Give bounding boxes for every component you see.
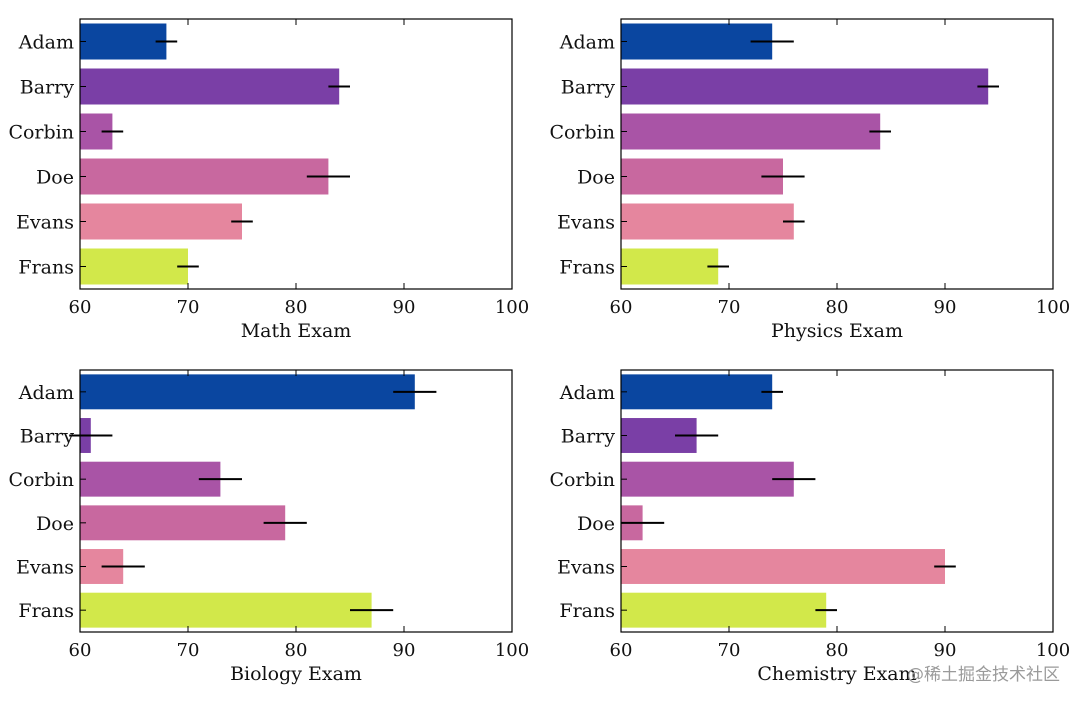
- chart-panel-2: Adam Barry Corbin Doe Evans Frans 60 70 80 90 100 P…: [549, 18, 1070, 342]
- x-tick-label: 80: [826, 297, 849, 318]
- bar-corbin: [621, 461, 794, 497]
- y-tick-label: Corbin: [549, 122, 615, 144]
- bar-adam: [621, 23, 773, 60]
- bar-evans: [80, 203, 242, 240]
- bar-adam: [80, 23, 167, 60]
- bar-evans: [621, 203, 794, 240]
- bar-corbin: [80, 461, 221, 497]
- x-axis-label: Chemistry Exam: [757, 663, 916, 685]
- y-tick-label: Adam: [559, 32, 615, 54]
- bar-frans: [621, 592, 827, 628]
- y-tick-label: Doe: [577, 513, 615, 535]
- x-tick-label: 100: [495, 297, 529, 318]
- bar-corbin: [621, 113, 881, 150]
- bar-adam: [80, 374, 415, 410]
- y-tick-label: Adam: [18, 382, 74, 404]
- y-tick-label: Frans: [559, 600, 615, 622]
- y-tick-label: Doe: [577, 167, 615, 189]
- y-tick-label: Evans: [557, 557, 615, 579]
- x-tick-label: 60: [69, 297, 92, 318]
- bar-doe: [80, 505, 286, 541]
- x-tick-label: 90: [934, 640, 957, 661]
- x-tick-label: 60: [610, 297, 633, 318]
- x-tick-label: 80: [285, 297, 308, 318]
- x-tick-label: 60: [610, 640, 633, 661]
- chart-panel-1: Adam Barry Corbin Doe Evans Frans 60 70 80 90 100 M…: [8, 18, 529, 342]
- y-tick-label: Evans: [16, 212, 74, 234]
- bar-adam: [621, 374, 773, 410]
- y-tick-label: Barry: [561, 77, 615, 99]
- panels: Adam Barry Corbin Doe Evans Frans 60 70 80 90 100 M…: [8, 18, 1070, 685]
- bar-frans: [621, 248, 719, 285]
- y-tick-label: Barry: [561, 426, 615, 448]
- x-tick-label: 80: [285, 640, 308, 661]
- y-tick-label: Frans: [18, 600, 74, 622]
- x-tick-label: 60: [69, 640, 92, 661]
- chart-panel-4: Adam Barry Corbin Doe Evans Frans 60 70 80 90 100 C…: [549, 369, 1070, 685]
- bar-frans: [80, 592, 372, 628]
- y-tick-label: Evans: [557, 212, 615, 234]
- y-tick-label: Doe: [36, 167, 74, 189]
- bar-evans: [621, 549, 945, 584]
- bar-barry: [621, 68, 989, 105]
- chart-panel-3: Adam Barry Corbin Doe Evans Frans 60 70 80 90 100 B…: [8, 369, 529, 685]
- x-axis-label: Biology Exam: [230, 663, 362, 685]
- y-tick-label: Adam: [559, 382, 615, 404]
- x-tick-label: 100: [495, 640, 529, 661]
- x-tick-label: 90: [393, 297, 416, 318]
- x-tick-label: 70: [718, 297, 741, 318]
- bar-doe: [80, 158, 329, 195]
- watermark-text: @稀土掘金技术社区: [907, 665, 1060, 685]
- y-tick-label: Corbin: [8, 469, 74, 491]
- x-tick-label: 70: [177, 297, 200, 318]
- y-tick-label: Doe: [36, 513, 74, 535]
- bar-doe: [621, 158, 783, 195]
- x-axis-label: Math Exam: [241, 320, 352, 342]
- y-tick-label: Evans: [16, 557, 74, 579]
- bar-barry: [80, 68, 340, 105]
- bar-frans: [80, 248, 188, 285]
- x-tick-label: 90: [393, 640, 416, 661]
- y-tick-label: Adam: [18, 32, 74, 54]
- y-tick-label: Corbin: [549, 469, 615, 491]
- y-tick-label: Frans: [559, 257, 615, 279]
- x-tick-label: 70: [177, 640, 200, 661]
- y-tick-label: Barry: [20, 426, 74, 448]
- x-tick-label: 70: [718, 640, 741, 661]
- x-tick-label: 90: [934, 297, 957, 318]
- x-tick-label: 100: [1036, 640, 1070, 661]
- y-tick-label: Frans: [18, 257, 74, 279]
- y-tick-label: Corbin: [8, 122, 74, 144]
- x-tick-label: 100: [1036, 297, 1070, 318]
- x-axis-label: Physics Exam: [771, 320, 903, 342]
- y-tick-label: Barry: [20, 77, 74, 99]
- x-tick-label: 80: [826, 640, 849, 661]
